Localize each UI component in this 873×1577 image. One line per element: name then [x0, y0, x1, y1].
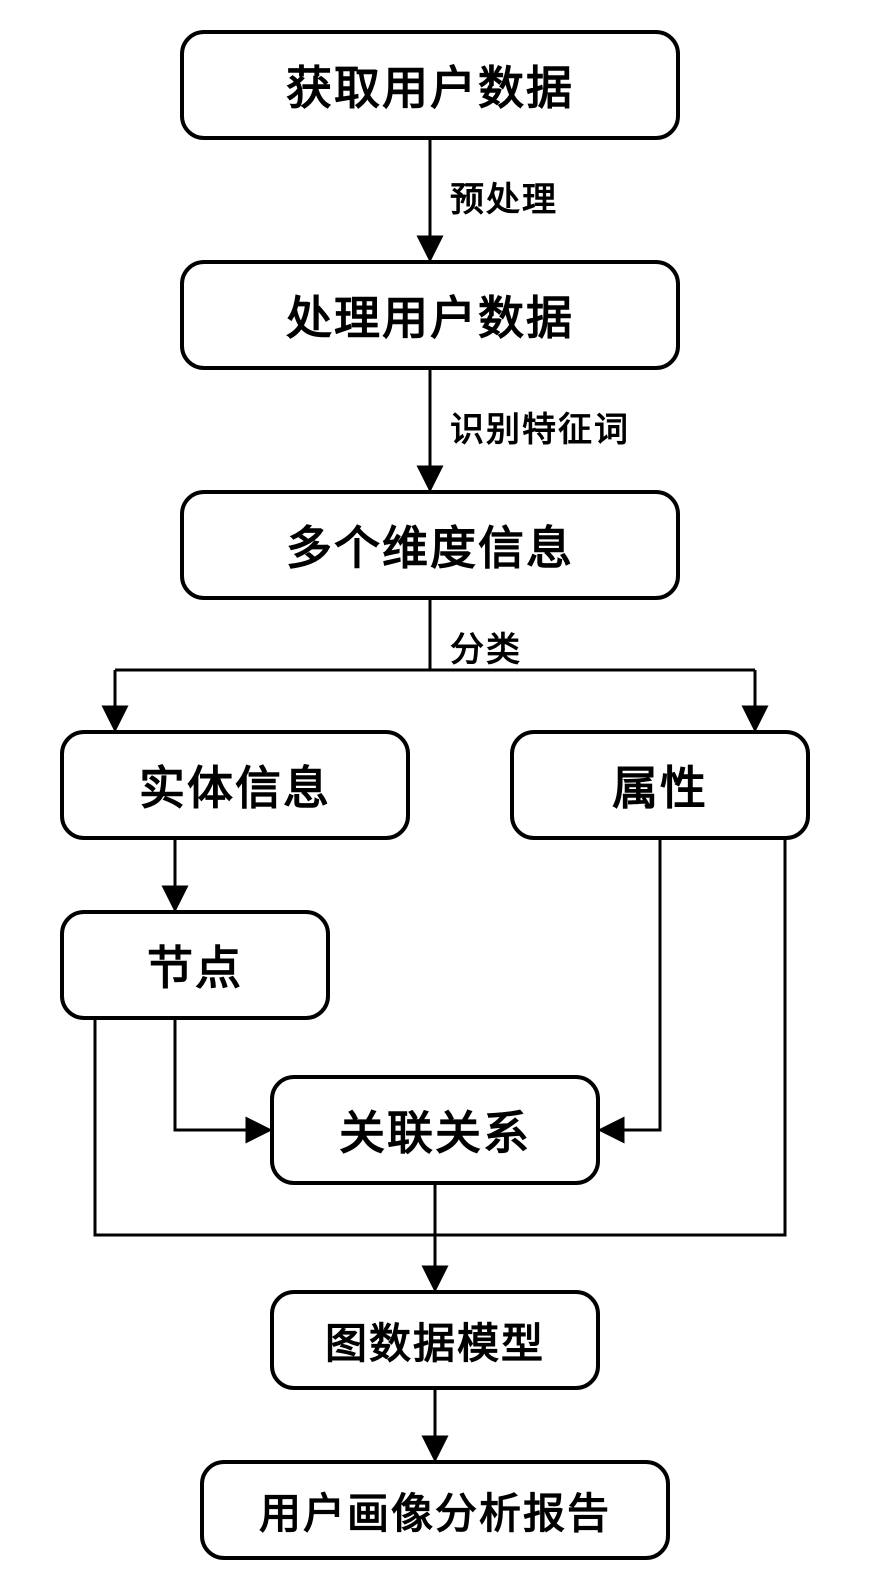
- node-label: 关联关系: [339, 1097, 531, 1163]
- node-label: 实体信息: [139, 752, 331, 818]
- node-attribute: 属性: [510, 730, 810, 840]
- node-process-user-data: 处理用户数据: [180, 260, 680, 370]
- node-user-portrait-report: 用户画像分析报告: [200, 1460, 670, 1560]
- edge-label-identify-feature-words: 识别特征词: [450, 402, 630, 451]
- node-label: 用户画像分析报告: [259, 1480, 611, 1541]
- node-multi-dimension-info: 多个维度信息: [180, 490, 680, 600]
- node-label: 图数据模型: [325, 1310, 545, 1371]
- node-relationship: 关联关系: [270, 1075, 600, 1185]
- node-entity-info: 实体信息: [60, 730, 410, 840]
- node-label: 处理用户数据: [286, 282, 574, 348]
- node-node: 节点: [60, 910, 330, 1020]
- node-label: 多个维度信息: [286, 512, 574, 578]
- node-label: 属性: [612, 752, 708, 818]
- edge-label-classify: 分类: [450, 622, 522, 671]
- edge-label-preprocess: 预处理: [450, 172, 558, 221]
- edge-n5-n7: [602, 840, 660, 1130]
- node-acquire-user-data: 获取用户数据: [180, 30, 680, 140]
- node-graph-data-model: 图数据模型: [270, 1290, 600, 1390]
- node-label: 节点: [147, 932, 243, 998]
- node-label: 获取用户数据: [286, 52, 574, 118]
- edge-n6-n7: [175, 1020, 268, 1130]
